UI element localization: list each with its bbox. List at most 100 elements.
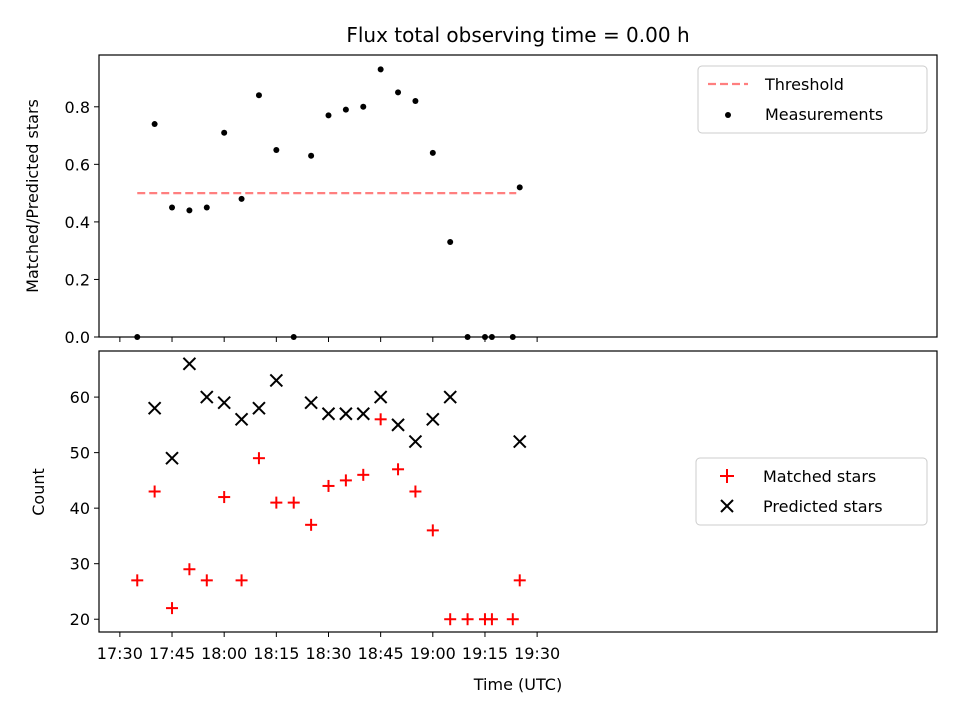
top-y-tick-label: 0.6 [65,155,90,174]
measurements-point [221,129,228,136]
top-legend: Threshold Measurements [697,65,928,134]
matched-stars-point [461,613,474,626]
predicted-stars-point [391,418,405,432]
top-plot-area [134,66,523,340]
measurements-point [342,106,349,113]
matched-stars-point [392,463,405,476]
matched-stars-point [305,518,318,531]
predicted-stars-point [443,390,457,404]
matched-stars-point [409,485,422,498]
measurements-point [186,207,193,214]
matched-stars-point [322,479,335,492]
legend-matched-swatch [720,469,734,483]
matched-stars-point [270,496,283,509]
bottom-axes: 20 30 40 50 60 17:30 17:45 18:00 18:15 18:30 18:45… [70,350,938,663]
bottom-y-tick-label: 40 [70,499,90,518]
chart-title: Flux total observing time = 0.00 h [346,23,689,47]
predicted-stars-point [165,451,179,465]
bottom-y-axis-label: Count [29,468,48,516]
matched-stars-point [506,613,519,626]
bottom-x-tick-label: 18:45 [358,644,404,663]
predicted-stars-point [304,395,318,410]
bottom-legend-box [695,457,928,526]
matched-stars-point [513,574,526,587]
top-y-tick-label: 0.4 [65,213,90,232]
bottom-y-tick-label: 60 [70,388,90,407]
predicted-stars-point [252,401,266,415]
bottom-x-tick-label: 19:00 [410,644,456,663]
matched-stars-point [131,574,144,587]
bottom-legend: Matched stars Predicted stars [695,457,928,526]
measurements-point [360,103,367,110]
legend-measurements-label: Measurements [765,105,883,124]
legend-threshold-label: Threshold [764,75,844,94]
legend-predicted-label: Predicted stars [763,497,883,516]
matched-stars-point [339,474,352,487]
bottom-x-tick-label: 17:45 [149,644,195,663]
predicted-stars-point [373,390,388,404]
predicted-stars-point [269,373,284,388]
matched-stars-point [287,496,300,509]
matched-stars-point [235,574,248,587]
measurements-point [238,195,245,202]
measurements-point [151,121,158,128]
measurements-point [255,92,262,99]
top-axes-frame [98,54,938,338]
measurements-point [429,149,436,156]
predicted-stars-point [339,407,353,421]
measurements-point [325,112,332,119]
matched-stars-point [183,563,196,576]
bottom-y-tick-label: 20 [70,610,90,629]
legend-predicted-swatch [720,499,734,513]
top-y-axis-label: Matched/Predicted stars [23,99,42,293]
measurements-point [377,66,384,73]
matched-stars-point [374,413,387,426]
predicted-stars-point [200,390,214,404]
measurements-point [412,98,419,105]
legend-measurements-swatch [725,112,731,118]
predicted-stars-point [408,434,423,449]
top-y-tick-label: 0.0 [65,328,90,347]
matched-stars-point [218,491,231,504]
measurements-point [516,184,523,191]
matched-stars-point [426,524,439,537]
top-panel: 0.00.20.40.60.8 Matched/Predicted stars … [23,54,938,347]
bottom-axes-frame [98,350,938,633]
bottom-x-tick-label: 19:30 [514,644,560,663]
top-y-tick-label: 0.2 [65,270,90,289]
bottom-y-tick-label: 30 [70,555,90,574]
top-axes: 0.0 0.2 0.4 0.6 0.8 [65,54,938,347]
bottom-x-tick-label: 18:00 [201,644,247,663]
predicted-stars-point [234,412,249,427]
predicted-stars-point [426,412,440,427]
top-legend-box [697,65,928,134]
bottom-plot-area [131,357,527,626]
predicted-stars-point [182,357,197,371]
matched-stars-point [444,613,457,626]
matched-stars-point [148,485,161,498]
bottom-panel: 20 30 40 50 60 17:30 17:45 18:00 18:15 18:30 18:45… [29,350,938,694]
measurements-point [203,204,210,211]
measurements-point [308,152,315,159]
x-axis-label: Time (UTC) [473,675,562,694]
bottom-x-tick-label: 18:30 [305,644,351,663]
top-y-tick-label: 0.8 [65,98,90,117]
bottom-x-tick-label: 18:15 [253,644,299,663]
predicted-stars-point [356,407,370,421]
measurements-point [395,89,402,96]
predicted-stars-point [147,401,162,415]
matched-stars-point [357,468,370,481]
measurements-point [273,146,280,153]
predicted-stars-point [321,407,336,421]
measurements-point [447,239,454,246]
matched-stars-point [252,452,265,465]
bottom-x-tick-label: 17:30 [97,644,143,663]
bottom-x-tick-label: 19:15 [462,644,508,663]
matched-stars-point [485,613,498,626]
predicted-stars-point [513,434,527,449]
matched-stars-point [166,602,179,615]
bottom-y-tick-label: 50 [70,444,90,463]
measurements-point [169,204,176,211]
legend-matched-label: Matched stars [763,467,876,486]
